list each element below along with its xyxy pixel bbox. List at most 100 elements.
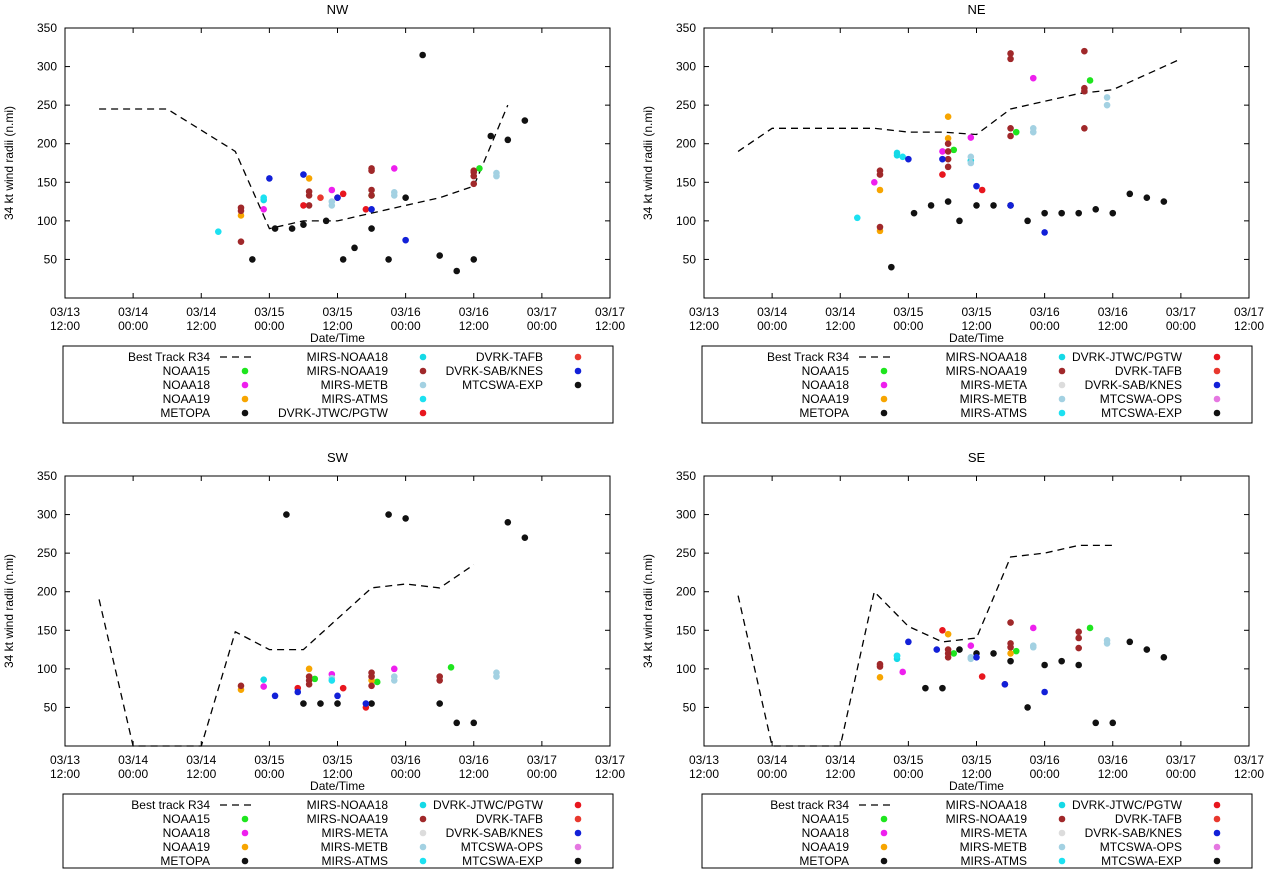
- y-tick-label: 250: [676, 98, 696, 112]
- legend-label: MIRS-NOAA18: [307, 350, 389, 364]
- point-mirs-atms: [893, 652, 901, 660]
- y-tick-label: 300: [37, 60, 57, 74]
- point-mirs-metb: [493, 169, 500, 177]
- legend-label: DVRK-JTWC/PGTW: [433, 798, 544, 812]
- x-tick-label-date: 03/14: [186, 305, 216, 319]
- plot-frame: [703, 475, 1250, 747]
- point-metopa: [1024, 704, 1031, 711]
- x-tick-label-time: 12:00: [825, 767, 855, 781]
- x-tick-label-time: 12:00: [186, 319, 216, 333]
- point-noaa19: [305, 175, 313, 182]
- legend-label: METOPA: [799, 854, 849, 868]
- point-dvrk-jtwc-pgtw: [300, 202, 307, 209]
- point-dvrk-sab-knes: [334, 692, 341, 700]
- point-noaa19: [237, 212, 245, 219]
- y-tick-label: 200: [676, 137, 696, 151]
- legend-label: MIRS-METB: [960, 392, 1027, 406]
- point-mirs-noaa19: [1075, 628, 1082, 636]
- legend-label: MTCSWA-OPS: [1100, 840, 1182, 854]
- point-mirs-noaa19: [1007, 619, 1014, 626]
- point-dvrk-jtwc-pgtw: [362, 205, 370, 213]
- x-axis-label: Date/Time: [310, 779, 365, 793]
- y-tick-label: 200: [676, 585, 696, 599]
- point-noaa18: [899, 668, 906, 676]
- point-mirs-noaa19: [1007, 124, 1014, 132]
- point-dvrk-sab-knes: [1041, 688, 1048, 696]
- best-track-line: [737, 58, 1182, 152]
- point-mtcswa-exp: [487, 132, 495, 140]
- point-dvrk-sab-knes: [368, 205, 375, 213]
- legend-label: METOPA: [160, 406, 210, 420]
- legend-label: DVRK-JTWC/PGTW: [1072, 350, 1183, 364]
- legend-label: NOAA15: [802, 812, 850, 826]
- y-tick-label: 250: [37, 546, 57, 560]
- point-mirs-noaa18: [260, 676, 267, 683]
- point-mirs-metb: [967, 153, 975, 161]
- point-dvrk-jtwc-pgtw: [939, 171, 946, 178]
- legend-label: NOAA15: [802, 364, 850, 378]
- point-mirs-noaa19: [470, 180, 478, 188]
- legend-swatch-dvrk-sab-knes: [574, 367, 582, 375]
- point-mirs-noaa19: [944, 140, 952, 148]
- point-metopa: [334, 700, 341, 707]
- point-noaa18: [328, 186, 336, 194]
- x-tick-label-time: 12:00: [689, 767, 719, 781]
- legend-swatch-mirs-noaa18: [419, 353, 427, 361]
- point-mirs-atms: [899, 153, 906, 161]
- point-mirs-noaa19: [1081, 124, 1088, 132]
- point-dvrk-sab-knes: [973, 182, 980, 190]
- point-mirs-noaa19: [1007, 640, 1014, 647]
- point-metopa: [1092, 719, 1100, 727]
- x-tick-label-date: 03/15: [961, 305, 991, 319]
- legend-swatch-dvrk-tafb: [574, 353, 582, 361]
- legend-label: NOAA19: [802, 392, 850, 406]
- point-mirs-noaa19: [368, 682, 375, 690]
- x-tick-label-date: 03/15: [322, 305, 352, 319]
- y-tick-label: 300: [37, 508, 57, 522]
- y-tick-label: 150: [676, 175, 696, 189]
- x-tick-label-date: 03/13: [689, 305, 719, 319]
- point-dvrk-sab-knes: [939, 155, 946, 163]
- legend-swatch-noaa19: [880, 843, 888, 851]
- point-mirs-noaa19: [305, 673, 313, 680]
- legend-label: DVRK-SAB/KNES: [446, 364, 543, 378]
- x-tick-label-time: 12:00: [1234, 767, 1264, 781]
- legend-label: NOAA18: [163, 826, 211, 840]
- point-dvrk-sab-knes: [905, 638, 912, 646]
- legend-swatch-mirs-noaa19: [1058, 815, 1066, 823]
- x-tick-label-date: 03/16: [391, 753, 421, 767]
- legend-label: MIRS-META: [322, 826, 388, 840]
- point-dvrk-jtwc-pgtw: [339, 190, 347, 198]
- point-mirs-noaa19: [944, 148, 952, 155]
- x-tick-label-time: 00:00: [527, 767, 557, 781]
- x-tick-label-date: 03/14: [757, 753, 787, 767]
- point-mtcswa-exp: [419, 51, 426, 59]
- point-mtcswa-exp: [470, 256, 478, 263]
- x-tick-label-time: 12:00: [459, 767, 489, 781]
- legend-label: MIRS-META: [961, 826, 1027, 840]
- point-mtcswa-exp: [521, 117, 529, 124]
- x-tick-label-time: 00:00: [391, 767, 421, 781]
- legend-label: MIRS-ATMS: [961, 406, 1027, 420]
- legend-label: NOAA19: [163, 392, 211, 406]
- legend-swatch-mirs-meta: [1058, 829, 1066, 837]
- legend-label: MIRS-ATMS: [322, 392, 388, 406]
- legend-label: Best track R34: [131, 798, 210, 812]
- y-tick-label: 300: [676, 60, 696, 74]
- point-mirs-metb: [1103, 101, 1111, 109]
- point-metopa: [990, 202, 997, 209]
- legend-swatch-dvrk-jtwc-pgtw: [1213, 801, 1221, 809]
- legend-label: MTCSWA-EXP: [462, 378, 543, 392]
- legend-label: MTCSWA-EXP: [1101, 406, 1182, 420]
- chart-title: NE: [967, 2, 985, 17]
- legend-swatch-noaa18: [241, 381, 249, 389]
- point-mtcswa-exp: [339, 256, 347, 263]
- point-dvrk-sab-knes: [300, 171, 307, 178]
- point-dvrk-sab-knes: [1001, 680, 1009, 688]
- plot-frame: [64, 27, 611, 299]
- point-metopa: [1160, 653, 1168, 661]
- point-metopa: [300, 700, 307, 707]
